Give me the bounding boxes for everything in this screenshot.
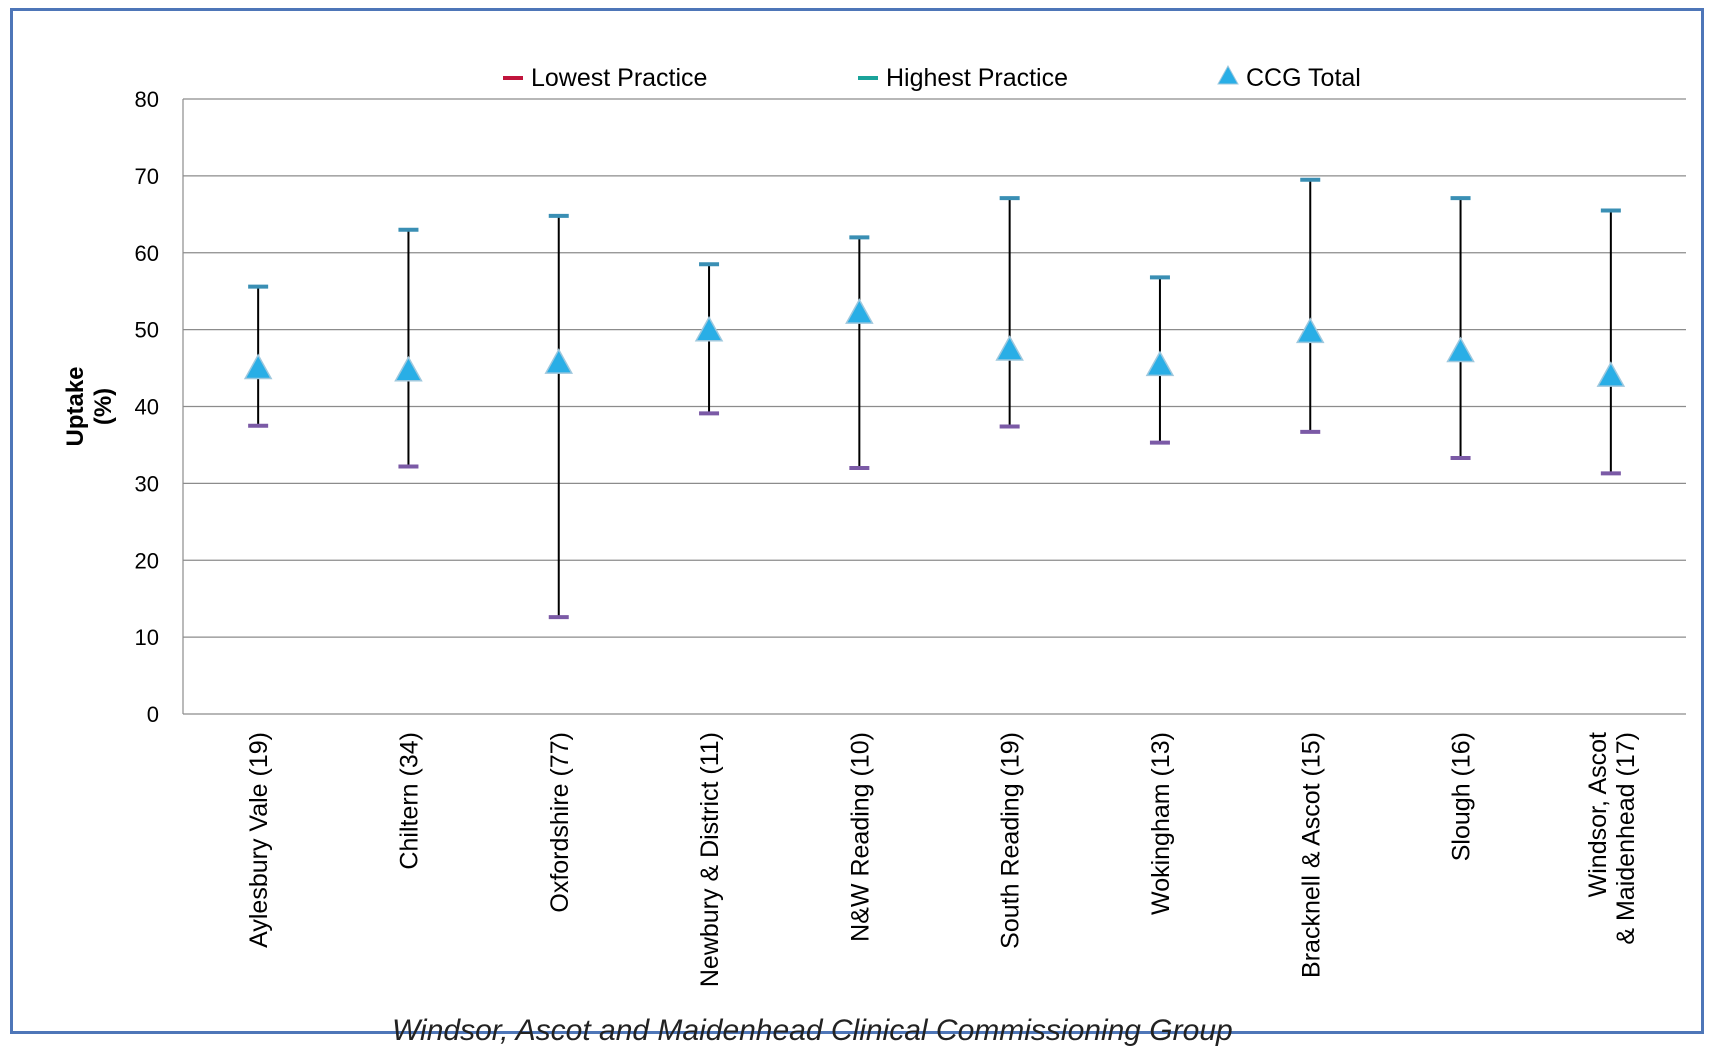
y-tick-label: 10 bbox=[135, 625, 159, 650]
ccg-total-marker bbox=[243, 353, 273, 380]
x-category-label: Bracknell & Ascot (15) bbox=[1297, 732, 1325, 978]
y-tick-label: 60 bbox=[135, 241, 159, 266]
x-category-label: Newbury & District (11) bbox=[696, 732, 724, 987]
x-category-label: Chiltern (34) bbox=[395, 732, 423, 870]
footer-caption: Windsor, Ascot and Maidenhead Clinical C… bbox=[392, 1014, 1233, 1047]
ccg-total-marker bbox=[995, 335, 1024, 361]
y-tick-label: 70 bbox=[135, 164, 159, 189]
ccg-total-marker bbox=[1596, 361, 1626, 387]
x-category-label: South Reading (19) bbox=[997, 732, 1025, 949]
legend-label: CCG Total bbox=[1246, 64, 1361, 92]
ccg-total-marker bbox=[1295, 317, 1325, 344]
x-category-label: Oxfordshire (77) bbox=[546, 732, 574, 913]
x-category-label: & Maidenhead (17) bbox=[1612, 732, 1640, 945]
x-category-label: Wokingham (13) bbox=[1147, 732, 1175, 915]
ccg-total-marker bbox=[1145, 350, 1175, 377]
ccg-total-marker bbox=[694, 315, 724, 342]
ccg-total-marker bbox=[845, 298, 874, 324]
x-category-label: N&W Reading (10) bbox=[846, 732, 874, 942]
ccg-total-marker bbox=[394, 355, 423, 382]
y-tick-label: 30 bbox=[135, 471, 159, 496]
chart-frame: 0 10 20 30 40 50 60 70 80 Uptake(%) Aylesbury Vale… bbox=[10, 8, 1704, 1034]
x-category-label: Windsor, Ascot bbox=[1584, 732, 1612, 897]
legend-label: Lowest Practice bbox=[531, 64, 707, 92]
ccg-total-marker bbox=[544, 348, 574, 374]
ccg-total-marker bbox=[1446, 336, 1475, 363]
y-tick-label: 20 bbox=[135, 548, 159, 573]
y-tick-label: 50 bbox=[135, 318, 159, 343]
y-tick-label: 80 bbox=[135, 87, 159, 112]
uptake-range-chart: 0 10 20 30 40 50 60 70 80 Uptake(%) Aylesbury Vale… bbox=[62, 64, 1686, 987]
y-axis-title: Uptake(%) bbox=[62, 366, 117, 446]
legend-label: Highest Practice bbox=[886, 64, 1068, 92]
y-tick-label: 0 bbox=[147, 702, 159, 727]
legend-ccg-total-icon bbox=[1217, 64, 1239, 85]
x-category-label: Slough (16) bbox=[1448, 732, 1476, 861]
y-tick-label: 40 bbox=[135, 395, 159, 420]
x-category-label: Aylesbury Vale (19) bbox=[245, 732, 273, 948]
